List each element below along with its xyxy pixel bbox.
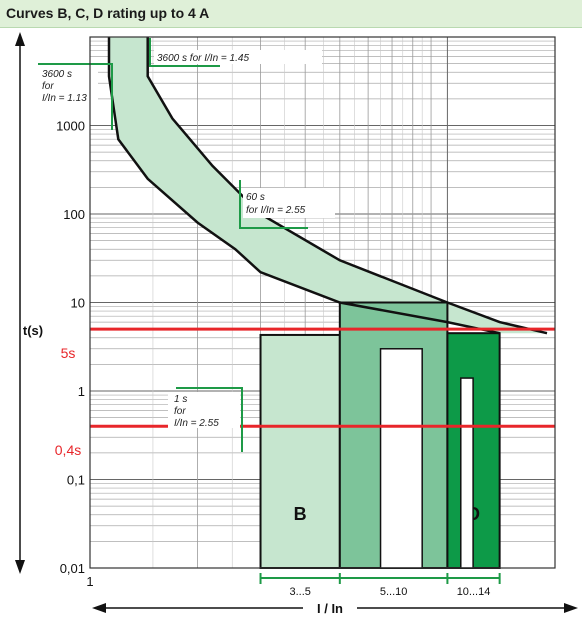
annotation-bracket-0: [38, 63, 113, 130]
axes: t(s) I / In: [15, 32, 578, 616]
reference-label-1: 0,4s: [55, 442, 81, 458]
annotation-text: for: [42, 81, 54, 92]
annotation-bracket-3: [176, 387, 243, 452]
range-label-b: 3...5: [289, 586, 310, 598]
annotation-box-2: [243, 188, 335, 218]
annotation-text: 60 s: [246, 192, 265, 203]
annotation-text: for I/In = 2.55: [246, 205, 306, 216]
trip-bands: BCD: [107, 37, 548, 570]
annotation-box-0: [38, 64, 98, 104]
zone-label-b: B: [294, 504, 307, 524]
y-tick-label: 10: [71, 296, 85, 311]
x-axis-arrowhead-right: [564, 603, 578, 613]
annotation-box-3: [168, 392, 240, 428]
y-tick-label: 100: [63, 207, 85, 222]
reference-lines: 5s 0,4s: [55, 327, 555, 458]
y-tick-label: 0,1: [67, 473, 85, 488]
chart-title: Curves B, C, D rating up to 4 A: [6, 5, 210, 21]
curve-lower: [107, 37, 500, 335]
annotation-bracket-1: [149, 38, 220, 67]
x-axis-arrowhead-left: [92, 603, 106, 613]
reference-label-0: 5s: [61, 345, 76, 361]
x-axis-label-bg: [303, 598, 357, 616]
zone-c-notch: [379, 348, 423, 569]
annotation-text: 3600 s: [42, 69, 72, 80]
y-tick-label: 0,01: [60, 561, 85, 576]
chart-header: Curves B, C, D rating up to 4 A: [0, 0, 582, 28]
annotation-text: 3600 s for I/In = 1.45: [157, 53, 249, 64]
annotation-text: I/In = 2.55: [174, 418, 219, 429]
x-tick-label: 1: [86, 574, 93, 589]
y-axis-arrowhead-bottom: [15, 560, 25, 574]
zone-b: [259, 333, 341, 569]
annotation-text: I/In = 1.13: [42, 93, 87, 104]
annotation-box-1: [154, 50, 322, 64]
y-axis-label: t(s): [23, 323, 43, 338]
y-tick-label: 1: [78, 384, 85, 399]
y-axis-arrowhead-top: [15, 32, 25, 46]
range-label-d: 10...14: [457, 586, 491, 598]
annotation-text: 1 s: [174, 394, 187, 405]
annotation-text: for: [174, 406, 186, 417]
plot-frame: [89, 36, 556, 569]
annotation-bracket-2: [239, 180, 308, 229]
zone-d-notch: [460, 377, 474, 569]
x-axis-label: I / In: [317, 601, 343, 616]
thermal-band: [109, 37, 547, 334]
y-tick-label: 1000: [56, 119, 85, 134]
range-label-c: 5...10: [380, 586, 408, 598]
